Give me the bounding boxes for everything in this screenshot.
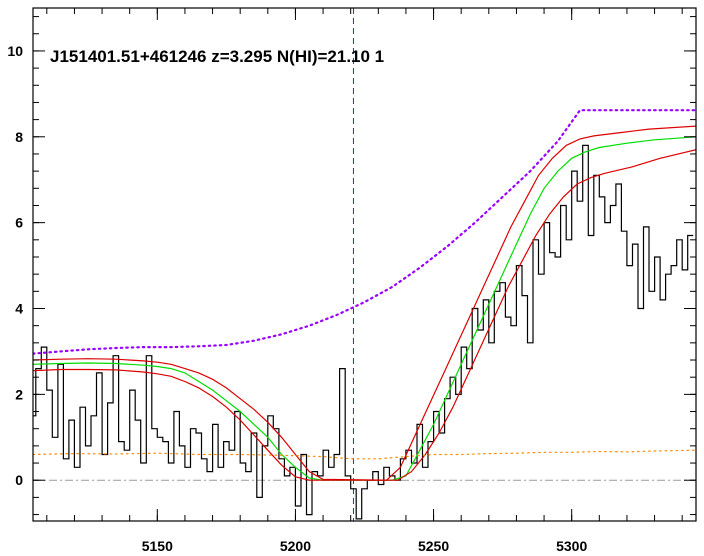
series-model_lower-line <box>33 149 696 481</box>
series-flux-line <box>33 144 694 520</box>
y-tick-label: 6 <box>15 215 23 231</box>
y-tick-label: 10 <box>7 43 23 59</box>
plot-content <box>33 8 696 521</box>
series-error-line <box>33 449 696 460</box>
axes: 0 2 4 6 8 10 5150 5200 5250 5300 <box>7 7 697 554</box>
plot-area <box>33 8 696 521</box>
x-tick-label: 5200 <box>280 538 311 554</box>
y-tick-label: 0 <box>15 472 23 488</box>
x-tick-label: 5250 <box>418 538 449 554</box>
chart-title: J151401.51+461246 z=3.295 N(HI)=21.10 1 <box>50 47 384 66</box>
x-tick-label: 5150 <box>142 538 173 554</box>
series-model-line <box>33 136 696 481</box>
x-tick-label: 5300 <box>556 538 587 554</box>
y-tick-label: 2 <box>15 386 23 402</box>
series-model_upper-line <box>33 125 696 481</box>
plot-frame <box>32 7 697 522</box>
y-tick-label: 4 <box>15 301 23 317</box>
y-tick-label: 8 <box>15 129 23 145</box>
series-continuum-line <box>33 109 696 355</box>
